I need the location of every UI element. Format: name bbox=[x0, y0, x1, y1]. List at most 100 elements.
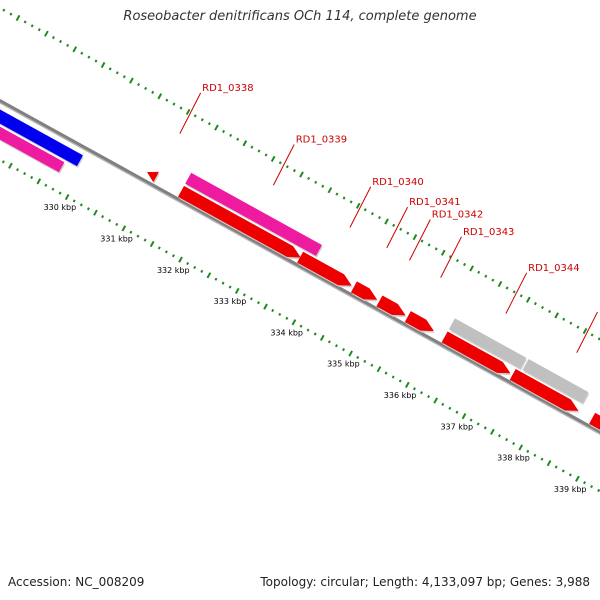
outer-ruler-tick bbox=[420, 239, 424, 243]
outer-ruler-tick bbox=[285, 165, 289, 169]
inner-ruler-tick bbox=[540, 457, 544, 461]
outer-ruler-tick bbox=[582, 327, 588, 335]
outer-ruler-tick bbox=[94, 59, 98, 63]
gene-label[interactable]: RD1_0343 bbox=[463, 227, 514, 238]
outer-ruler-tick bbox=[172, 102, 176, 106]
gene-label[interactable]: RD1_0341 bbox=[409, 197, 460, 208]
gene-feature[interactable] bbox=[522, 358, 589, 404]
inner-ruler-tick bbox=[348, 350, 353, 357]
gene-label-leader bbox=[179, 92, 202, 134]
outer-ruler-tick bbox=[335, 192, 339, 196]
inner-ruler-tick bbox=[271, 308, 275, 313]
outer-ruler-tick bbox=[427, 243, 431, 247]
outer-ruler-tick bbox=[236, 137, 240, 141]
inner-ruler-tick bbox=[420, 391, 423, 395]
gene-feature[interactable] bbox=[448, 318, 527, 369]
inner-ruler-tick bbox=[143, 238, 147, 242]
inner-ruler-tick bbox=[384, 371, 388, 375]
tick-label: 337 kbp bbox=[440, 422, 473, 431]
inner-ruler-tick bbox=[575, 475, 580, 482]
inner-ruler-tick bbox=[306, 328, 310, 332]
inner-ruler-tick bbox=[342, 348, 346, 352]
outer-ruler-tick bbox=[327, 187, 333, 194]
tick-label: 339 kbp bbox=[554, 485, 587, 494]
gene-feature[interactable] bbox=[0, 74, 84, 167]
inner-ruler-tick bbox=[72, 199, 76, 203]
outer-ruler-tick bbox=[179, 106, 183, 110]
outer-ruler-tick bbox=[412, 234, 418, 241]
inner-ruler-tick bbox=[483, 426, 487, 430]
inner-ruler-tick bbox=[590, 484, 594, 489]
outer-ruler-tick bbox=[448, 255, 452, 259]
outer-ruler-tick bbox=[455, 259, 459, 263]
inner-ruler-tick bbox=[376, 366, 382, 373]
gene-feature[interactable] bbox=[404, 311, 434, 332]
outer-ruler-tick bbox=[562, 317, 566, 321]
gene-label-leader bbox=[440, 236, 462, 278]
gene-feature[interactable] bbox=[297, 251, 352, 286]
gene-feature[interactable] bbox=[0, 87, 65, 173]
inner-ruler-tick bbox=[30, 175, 34, 180]
inner-ruler-tick bbox=[8, 162, 13, 169]
inner-ruler-tick bbox=[334, 344, 338, 348]
gene-feature[interactable] bbox=[350, 281, 378, 300]
outer-ruler-tick bbox=[250, 145, 254, 149]
inner-ruler-tick bbox=[505, 438, 509, 442]
gene-feature[interactable] bbox=[146, 171, 160, 183]
gene-feature[interactable] bbox=[589, 412, 600, 430]
outer-ruler-tick bbox=[541, 305, 544, 310]
outer-ruler-tick bbox=[44, 30, 49, 37]
inner-ruler-tick bbox=[79, 203, 83, 207]
outer-ruler-tick bbox=[554, 312, 560, 319]
outer-ruler-tick bbox=[512, 290, 516, 294]
outer-ruler-tick bbox=[157, 93, 163, 100]
outer-ruler-tick bbox=[278, 161, 282, 165]
gene-feature[interactable] bbox=[509, 368, 579, 411]
inner-ruler-tick bbox=[455, 410, 459, 414]
outer-ruler-tick bbox=[87, 55, 91, 59]
outer-ruler-tick bbox=[440, 249, 446, 256]
outer-ruler-tick bbox=[214, 124, 219, 131]
outer-ruler-tick bbox=[463, 262, 467, 267]
outer-ruler-tick bbox=[9, 12, 13, 16]
inner-ruler-tick bbox=[136, 234, 140, 238]
outer-ruler-tick bbox=[469, 265, 474, 272]
inner-ruler-tick bbox=[533, 453, 537, 457]
genome-summary-text: Topology: circular; Length: 4,133,097 bp… bbox=[260, 575, 590, 589]
inner-ruler-tick bbox=[356, 355, 360, 360]
outer-ruler-tick bbox=[590, 333, 594, 337]
gene-labels: RD1_0338 RD1_0339 RD1_0340 RD1_0341 RD1_0342… bbox=[179, 83, 600, 353]
inner-ruler-tick bbox=[193, 265, 197, 270]
gene-label[interactable]: RD1_0342 bbox=[432, 210, 483, 221]
gene-label[interactable]: RD1_0344 bbox=[528, 263, 579, 274]
gene-label[interactable]: RD1_0340 bbox=[372, 177, 423, 188]
outer-ruler-tick bbox=[519, 294, 523, 298]
gene-label[interactable]: RD1_0338 bbox=[202, 83, 253, 94]
inner-ruler-tick bbox=[157, 246, 161, 250]
outer-ruler-tick bbox=[30, 24, 34, 28]
outer-ruler-tick bbox=[115, 71, 119, 75]
outer-ruler-tick bbox=[257, 149, 261, 153]
gene-feature[interactable] bbox=[185, 172, 323, 256]
outer-ruler-tick bbox=[66, 43, 70, 47]
inner-ruler-tick bbox=[214, 277, 218, 281]
accession-text: Accession: NC_008209 bbox=[8, 575, 145, 589]
gene-label[interactable]: RD1_0339 bbox=[296, 135, 347, 146]
outer-ruler-tick bbox=[108, 67, 112, 71]
outer-ruler-tick bbox=[51, 36, 55, 40]
inner-ruler-tick bbox=[23, 171, 27, 176]
gene-feature[interactable] bbox=[177, 185, 301, 258]
inner-ruler-tick bbox=[291, 319, 297, 326]
outer-ruler-tick bbox=[569, 321, 573, 325]
outer-ruler-tick bbox=[525, 296, 531, 303]
inner-ruler-tick bbox=[583, 481, 587, 485]
inner-ruler-tick bbox=[44, 183, 48, 187]
outer-ruler-tick bbox=[342, 196, 346, 200]
inner-ruler-tick bbox=[200, 269, 204, 273]
gene-feature[interactable] bbox=[441, 331, 511, 374]
inner-ruler-tick bbox=[363, 359, 367, 363]
gene-feature[interactable] bbox=[376, 295, 406, 316]
outer-ruler-tick bbox=[355, 202, 361, 209]
